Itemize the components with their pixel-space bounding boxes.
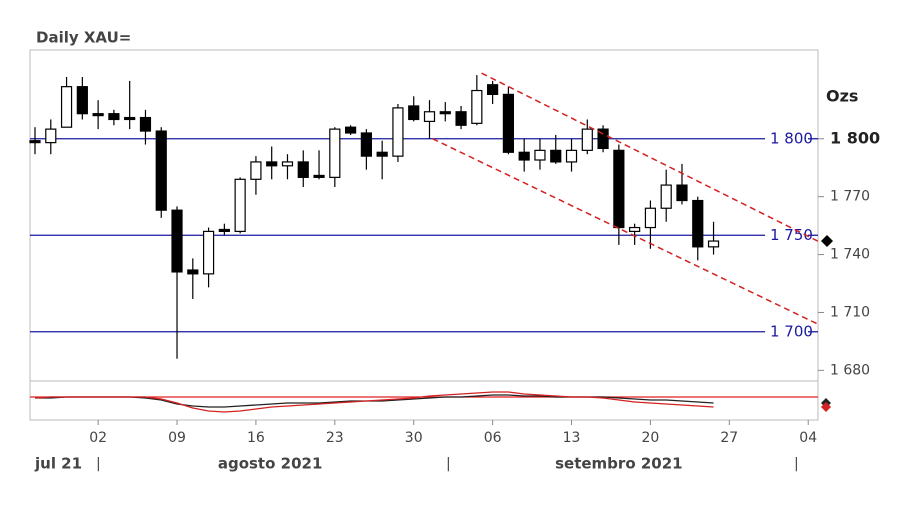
y-tick-label: 1 710 xyxy=(830,304,870,320)
period-label: agosto 2021 xyxy=(218,455,323,473)
candle-body xyxy=(487,84,499,95)
candle-body xyxy=(234,178,246,233)
candle-body xyxy=(60,86,73,128)
candle-body xyxy=(76,86,88,115)
candle-body xyxy=(534,149,546,161)
candle-body xyxy=(171,209,183,273)
candle-body xyxy=(471,89,483,124)
candle-body xyxy=(676,184,688,202)
indicator-marker xyxy=(821,402,831,412)
candle-body xyxy=(124,116,136,121)
period-label: jul 21 xyxy=(34,455,82,473)
separator: | xyxy=(794,456,799,472)
x-tick-label: 20 xyxy=(642,430,660,446)
candle-body xyxy=(439,111,451,115)
x-tick-label: 23 xyxy=(326,430,344,446)
candle-body xyxy=(218,228,230,233)
candle-body xyxy=(565,149,578,163)
candle-body xyxy=(360,132,372,157)
separator: | xyxy=(96,456,101,472)
trend-line xyxy=(481,72,819,242)
separator: | xyxy=(446,456,451,472)
candle-body xyxy=(202,230,215,275)
horizontal-line-label: 1 700 xyxy=(770,322,813,340)
candle-body xyxy=(376,151,388,157)
indicator-line xyxy=(34,391,714,413)
candle-body xyxy=(613,149,625,229)
candle-body xyxy=(345,126,357,134)
current-marker xyxy=(821,235,833,248)
candle-body xyxy=(108,113,120,121)
candle-body xyxy=(644,207,657,229)
x-tick-label: 13 xyxy=(563,430,581,446)
candle-body xyxy=(155,130,167,211)
x-tick-label: 02 xyxy=(89,430,107,446)
candle-body xyxy=(502,93,514,153)
x-tick-label: 04 xyxy=(799,430,817,446)
candle-body xyxy=(92,113,104,117)
x-tick-label: 09 xyxy=(168,430,186,446)
x-tick-label: 30 xyxy=(405,430,423,446)
candle-body xyxy=(392,107,404,157)
candle-body xyxy=(266,161,278,167)
horizontal-line-label: 1 800 xyxy=(770,129,813,147)
chart-title: Daily XAU= xyxy=(36,29,131,47)
candle-body xyxy=(250,161,262,180)
x-tick-label: 06 xyxy=(484,430,502,446)
candle-body xyxy=(518,151,530,161)
candle-body xyxy=(581,128,593,151)
unit-label: Ozs xyxy=(826,87,858,106)
candle-body xyxy=(329,128,341,178)
y-tick-label: 1 800 xyxy=(830,128,880,147)
y-tick-label: 1 680 xyxy=(830,362,870,378)
candle-body xyxy=(313,174,325,178)
candle-body xyxy=(281,161,294,167)
candle-body xyxy=(629,226,641,233)
candle-body xyxy=(692,199,704,248)
trend-line xyxy=(432,138,819,325)
candle-body xyxy=(139,116,152,132)
candle-body xyxy=(660,184,672,209)
y-tick-label: 1 770 xyxy=(830,189,870,205)
horizontal-line-label: 1 750 xyxy=(770,226,813,244)
x-tick-label: 16 xyxy=(247,430,265,446)
candle-body xyxy=(29,140,41,144)
x-tick-label: 27 xyxy=(720,430,738,446)
candle-body xyxy=(297,161,309,178)
candle-body xyxy=(707,240,720,248)
candle-body xyxy=(455,111,467,126)
period-label: setembro 2021 xyxy=(555,455,683,473)
candle-body xyxy=(597,128,609,150)
y-tick-label: 1 740 xyxy=(830,247,870,263)
candle-body xyxy=(550,149,562,163)
candle-body xyxy=(423,111,436,123)
candle-body xyxy=(187,269,199,275)
candle-body xyxy=(45,128,57,144)
candle-body xyxy=(408,105,420,121)
